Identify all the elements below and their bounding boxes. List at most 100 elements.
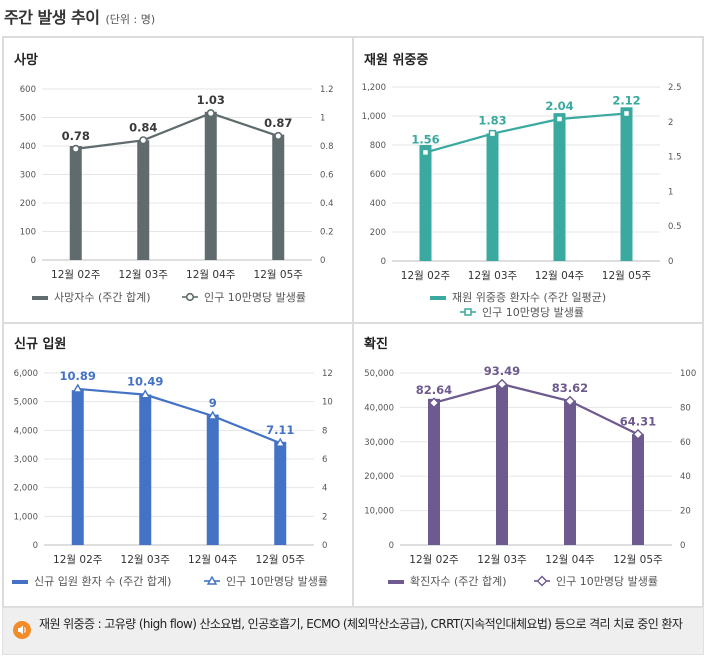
bar [496,384,508,545]
chart-svg: 사망 0 100 200 300 400 500 600 0 0.2 0.4 0.6 0.8 1 1.2 12… [14,52,334,304]
data-label: 0.87 [264,116,292,130]
rate-marker [207,410,218,420]
category-label: 12월 04주 [545,554,595,566]
chart-panel-deaths: 사망 0 100 200 300 400 500 600 0 0.2 0.4 0.6 0.8 1 1.2 12… [4,38,352,322]
left-tick-label: 600 [370,170,386,180]
chart-panel-admissions: 신규 입원 0 1,000 2,000 3,000 4,000 5,000 6,000 0 2 4 6… [4,324,352,606]
bar [419,145,432,261]
bar [274,441,287,545]
category-label: 12월 02주 [401,270,451,282]
rate-marker [206,109,215,118]
chart-title: 확진 [364,336,388,352]
footnote-box: 재원 위중증 : 고유량 (high flow) 산소요법, 인공호흡기, EC… [2,607,704,655]
left-tick-label: 400 [20,142,36,152]
legend-line-marker [185,292,195,302]
bar [204,111,217,260]
category-label: 12월 04주 [186,269,236,281]
right-tick-label: 0.5 [668,222,682,232]
rate-marker [496,378,508,390]
category-label: 12월 05주 [613,554,663,566]
right-tick-label: 0 [668,257,673,267]
right-tick-label: 2 [322,512,327,522]
left-tick-label: 200 [370,228,386,238]
left-tick-label: 0 [389,541,394,551]
left-tick-label: 200 [20,199,36,209]
data-label: 10.89 [60,369,96,383]
data-label: 1.56 [411,132,439,146]
data-label: 1.83 [478,114,506,128]
data-label: 10.49 [127,375,163,389]
chart-svg: 재원 위중증 0 200 400 600 800 1,000 1,200 0 0.5 1 1.5 2 2.… [362,53,682,319]
rate-marker [275,437,286,447]
legend-bar-label: 사망자수 (주간 합계) [54,291,151,304]
right-tick-label: 0 [322,541,327,551]
legend-bar-label: 신규 입원 환자 수 (주간 합계) [34,575,171,588]
data-label: 64.31 [620,414,656,428]
category-label: 12월 03주 [468,270,518,282]
data-label: 7.11 [266,423,294,437]
right-tick-label: 40 [680,472,691,482]
left-tick-label: 4,000 [14,426,38,436]
left-tick-label: 2,000 [14,484,38,494]
right-tick-label: 8 [322,426,327,436]
left-tick-label: 6,000 [14,369,38,379]
category-label: 12월 02주 [51,269,101,281]
left-tick-label: 0 [381,257,386,267]
chart-title: 사망 [14,52,38,68]
legend-line-marker [464,308,472,316]
category-label: 12월 03주 [477,554,527,566]
left-tick-label: 100 [20,228,36,238]
chart-panel-critical: 재원 위중증 0 200 400 600 800 1,000 1,200 0 0.5 1 1.5 2 2.… [354,38,702,322]
category-label: 12월 04주 [535,270,585,282]
legend-bar-swatch [388,580,404,584]
category-label: 12월 03주 [121,554,171,566]
footnote-text: 재원 위중증 : 고유량 (high flow) 산소요법, 인공호흡기, EC… [39,617,683,631]
legend-line-marker [536,575,548,587]
data-label: 82.64 [416,383,452,397]
rate-marker [274,131,283,141]
right-tick-label: 0 [320,256,325,266]
right-tick-label: 0.4 [320,199,334,209]
left-tick-label: 5,000 [14,398,38,408]
data-label: 0.78 [62,129,90,143]
legend-bar-swatch [430,296,446,300]
right-tick-label: 80 [680,403,691,413]
right-tick-label: 0 [680,541,685,551]
left-tick-label: 400 [370,199,386,209]
left-tick-label: 40,000 [364,403,394,413]
rate-marker [428,397,440,409]
data-label: 2.04 [545,99,573,113]
right-tick-label: 0.6 [320,171,334,181]
left-tick-label: 1,000 [362,112,386,122]
bar [69,146,82,260]
bar [71,390,84,545]
right-tick-label: 10 [322,398,333,408]
right-tick-label: 0.2 [320,228,334,238]
unit-label: (단위 : 명) [105,13,156,26]
data-label: 1.03 [197,93,225,107]
legend-bar-swatch [12,580,28,584]
bar [553,113,566,261]
left-tick-label: 600 [20,85,36,95]
left-tick-label: 500 [20,114,36,124]
chart-title: 신규 입원 [14,337,66,352]
bar [632,434,644,545]
data-label: 83.62 [552,381,588,395]
data-label: 2.12 [612,93,640,107]
bar [139,394,152,545]
left-tick-label: 20,000 [364,472,394,482]
chart-svg: 확진 0 10,000 20,000 30,000 40,000 50,000 0 20 40 60… [364,336,696,588]
chart-svg: 신규 입원 0 1,000 2,000 3,000 4,000 5,000 6,000 0 2 4 6… [12,337,333,588]
rate-marker [72,383,83,393]
left-tick-label: 50,000 [364,369,394,379]
rate-marker [139,136,148,145]
left-tick-label: 0 [31,256,36,266]
left-tick-label: 800 [370,141,386,151]
page-title: 주간 발생 추이 [4,8,100,27]
bar [206,414,219,545]
rate-marker [71,144,80,153]
bar [620,107,633,261]
rate-marker [632,428,644,440]
category-label: 12월 05주 [254,269,304,281]
left-tick-label: 1,200 [362,83,386,93]
